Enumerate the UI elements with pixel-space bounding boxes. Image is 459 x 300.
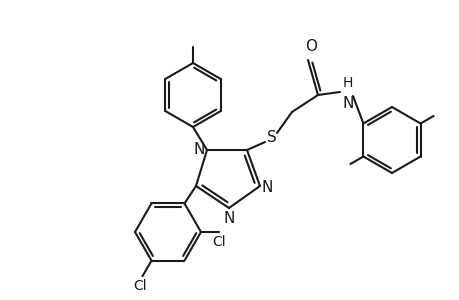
- Text: H: H: [342, 76, 353, 90]
- Text: Cl: Cl: [212, 235, 225, 249]
- Text: N: N: [341, 96, 353, 111]
- Text: N: N: [262, 179, 273, 194]
- Text: N: N: [193, 142, 205, 158]
- Text: Cl: Cl: [134, 279, 147, 293]
- Text: O: O: [304, 39, 316, 54]
- Text: N: N: [223, 211, 234, 226]
- Text: S: S: [267, 130, 276, 145]
